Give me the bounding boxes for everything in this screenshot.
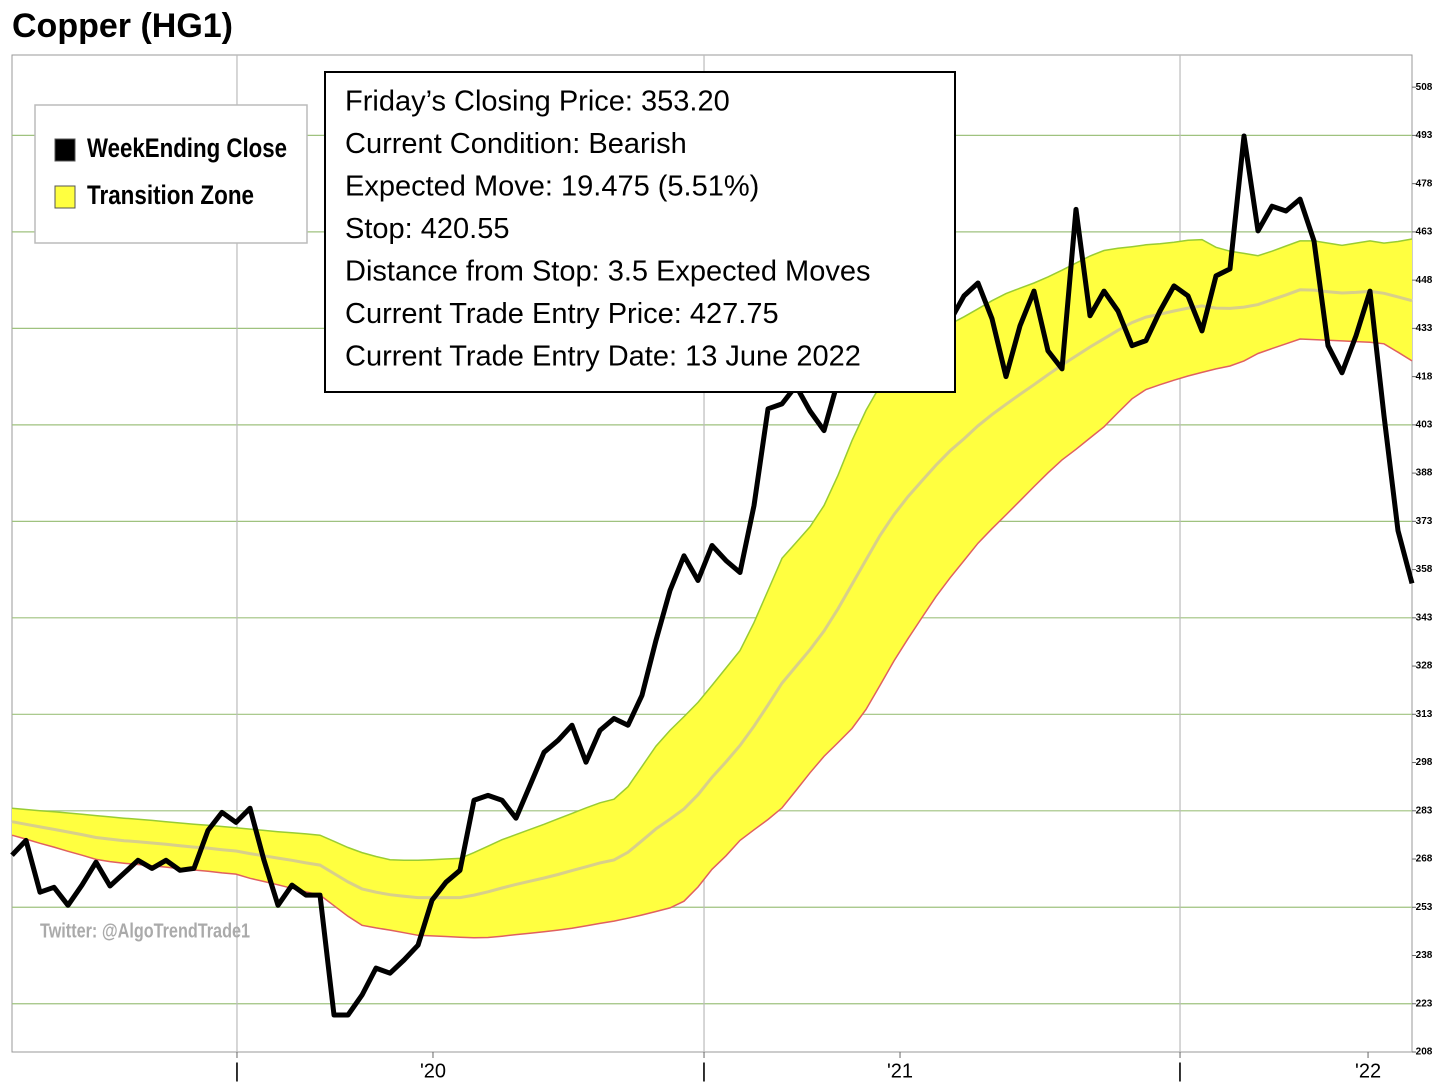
info-line: Current Condition: Bearish	[345, 128, 687, 160]
legend-swatch	[54, 185, 76, 209]
y-tick-label: 478	[1416, 178, 1433, 189]
y-tick-label: 208	[1416, 1047, 1433, 1058]
info-line: Friday’s Closing Price: 353.20	[345, 86, 730, 118]
y-tick-label: 358	[1416, 564, 1433, 575]
info-line: Expected Move: 19.475 (5.51%)	[345, 171, 759, 203]
legend-swatch	[54, 138, 76, 162]
band-mid-line	[11, 288, 1413, 900]
y-tick-label: 493	[1416, 130, 1433, 141]
legend-label: WeekEnding Close	[87, 133, 287, 163]
y-tick-label: 508	[1416, 82, 1433, 93]
y-tick-label: 223	[1416, 998, 1433, 1009]
info-line: Current Trade Entry Price: 427.75	[345, 298, 779, 330]
y-tick-label: 253	[1416, 902, 1433, 913]
y-tick-label: 283	[1416, 805, 1433, 816]
y-tick-label: 238	[1416, 950, 1433, 961]
y-tick-label: 313	[1416, 709, 1433, 720]
info-line: Current Trade Entry Date: 13 June 2022	[345, 341, 861, 373]
y-tick-label: 433	[1416, 323, 1433, 334]
y-tick-label: 343	[1416, 612, 1433, 623]
band-area	[12, 239, 1412, 938]
band-lower-edge	[11, 338, 1413, 939]
x-tick-label: |	[701, 1060, 706, 1082]
y-tick-label: 268	[1416, 854, 1433, 865]
y-tick-label: 328	[1416, 661, 1433, 672]
x-tick-label: '21	[887, 1060, 913, 1082]
chart-title: Copper (HG1)	[12, 7, 233, 45]
watermark: Twitter: @AlgoTrendTrade1	[40, 920, 250, 942]
band-upper-edge	[11, 238, 1413, 862]
x-tick-label: |	[1177, 1060, 1182, 1082]
x-tick-label: |	[234, 1060, 239, 1082]
y-tick-label: 463	[1416, 227, 1433, 238]
y-tick-label: 418	[1416, 371, 1433, 382]
y-tick-label: 373	[1416, 516, 1433, 527]
y-tick-label: 448	[1416, 275, 1433, 286]
price-line	[10, 133, 1415, 1018]
info-line: Distance from Stop: 3.5 Expected Moves	[345, 256, 870, 288]
y-tick-label: 298	[1416, 757, 1433, 768]
legend-label: Transition Zone	[87, 180, 254, 210]
y-tick-label: 388	[1416, 468, 1433, 479]
x-tick-label: '22	[1355, 1060, 1381, 1082]
plot-frame	[11, 54, 1413, 1053]
info-box	[324, 71, 956, 393]
info-line: Stop: 420.55	[345, 213, 509, 245]
x-tick-label: '20	[420, 1060, 446, 1082]
legend-box	[34, 104, 308, 244]
y-tick-label: 403	[1416, 419, 1433, 430]
